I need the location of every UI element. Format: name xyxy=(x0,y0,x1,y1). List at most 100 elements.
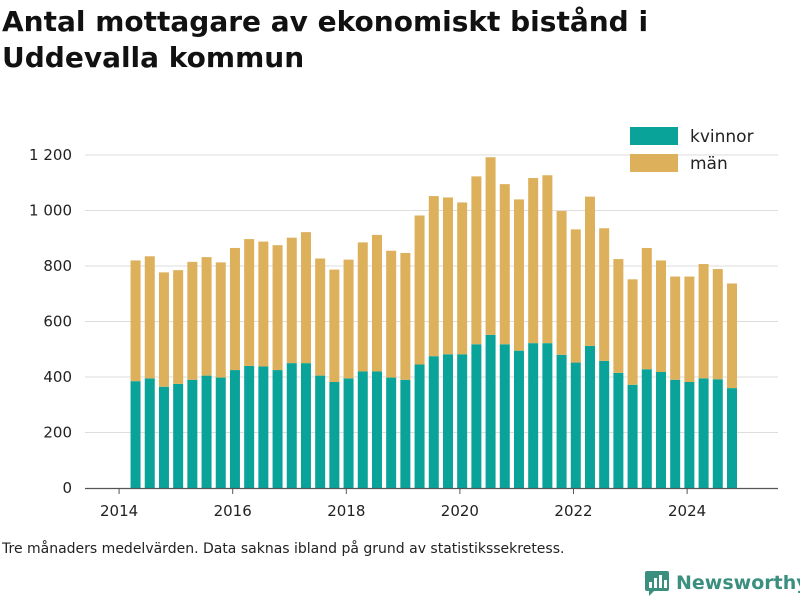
bar-kvinnor xyxy=(173,383,184,488)
bar-man xyxy=(144,256,155,379)
bar-kvinnor xyxy=(726,388,737,488)
newsworthy-logo-icon xyxy=(645,571,669,596)
bar-man xyxy=(386,250,397,378)
bar-man xyxy=(627,279,638,385)
bar-kvinnor xyxy=(613,372,624,488)
bar-kvinnor xyxy=(712,379,723,488)
bar-man xyxy=(371,234,382,372)
bar-kvinnor xyxy=(442,354,453,488)
x-tick-label: 2020 xyxy=(441,502,479,520)
bar-man xyxy=(428,196,439,357)
bar-kvinnor xyxy=(684,381,695,488)
bar-man xyxy=(471,176,482,345)
bar-kvinnor xyxy=(215,377,226,488)
bar-kvinnor xyxy=(229,370,240,488)
bar-kvinnor xyxy=(329,381,340,488)
bar-man xyxy=(343,259,354,379)
bar-man xyxy=(414,215,425,365)
bar-man xyxy=(400,252,411,380)
y-tick-label: 1 000 xyxy=(29,202,72,220)
bar-man xyxy=(726,283,737,389)
x-tick-label: 2022 xyxy=(554,502,592,520)
bar-kvinnor xyxy=(201,375,212,488)
legend-swatch xyxy=(630,154,678,172)
bar-kvinnor xyxy=(400,379,411,488)
bar-man xyxy=(130,260,141,382)
bar-kvinnor xyxy=(698,378,709,488)
bar-man xyxy=(442,197,453,355)
bar-kvinnor xyxy=(130,381,141,488)
x-tick-label: 2024 xyxy=(668,502,706,520)
bar-kvinnor xyxy=(258,366,269,488)
bar-kvinnor xyxy=(414,364,425,488)
bar-man xyxy=(499,184,510,345)
bar-man xyxy=(215,262,226,378)
bar-kvinnor xyxy=(542,343,553,488)
bar-kvinnor xyxy=(471,344,482,488)
bar-man xyxy=(513,199,524,351)
bar-kvinnor xyxy=(315,375,326,488)
bar-man xyxy=(584,196,595,346)
y-tick-label: 600 xyxy=(43,313,72,331)
bar-man xyxy=(698,264,709,379)
bar-man xyxy=(187,261,198,380)
y-tick-label: 1 200 xyxy=(29,146,72,164)
bar-kvinnor xyxy=(513,350,524,488)
bar-kvinnor xyxy=(457,354,468,488)
x-axis: 2014 2016 2018 2020 2022 2024 xyxy=(85,487,778,520)
bar-man xyxy=(655,260,666,373)
bar-kvinnor xyxy=(386,377,397,488)
bar-kvinnor xyxy=(286,363,297,488)
bar-kvinnor xyxy=(485,334,496,488)
x-tick-label: 2014 xyxy=(100,502,138,520)
bar-kvinnor xyxy=(428,356,439,488)
bar-kvinnor xyxy=(357,371,368,488)
bar-man xyxy=(158,272,169,387)
bar-man xyxy=(357,242,368,372)
bar-kvinnor xyxy=(584,345,595,488)
y-tick-label: 200 xyxy=(43,424,72,442)
bars xyxy=(130,157,737,488)
x-tick-label: 2016 xyxy=(214,502,252,520)
bar-man xyxy=(599,228,610,361)
legend-swatch xyxy=(630,127,678,145)
chart-title: Antal mottagare av ekonomiskt bistånd i … xyxy=(2,5,649,74)
bar-man xyxy=(542,175,553,344)
bar-kvinnor xyxy=(599,360,610,488)
bar-kvinnor xyxy=(627,384,638,488)
legend: kvinnor män xyxy=(630,127,754,174)
bar-kvinnor xyxy=(144,378,155,488)
bar-man xyxy=(300,232,311,364)
bar-kvinnor xyxy=(670,379,681,488)
bar-man xyxy=(272,245,283,371)
bar-kvinnor xyxy=(570,362,581,488)
bar-man xyxy=(712,269,723,380)
bar-man xyxy=(556,211,567,355)
y-tick-label: 0 xyxy=(62,479,72,497)
bar-man xyxy=(670,276,681,380)
footnote: Tre månaders medelvärden. Data saknas ib… xyxy=(2,541,565,557)
bar-man xyxy=(641,247,652,370)
y-axis: 0 200 400 600 800 1 000 1 200 xyxy=(29,146,72,497)
bar-man xyxy=(201,257,212,376)
bar-kvinnor xyxy=(187,379,198,488)
bar-man xyxy=(244,239,255,366)
brand-name: Newsworthy xyxy=(676,572,800,594)
brand: Newsworthy xyxy=(644,568,800,598)
bar-man xyxy=(315,258,326,376)
legend-label: män xyxy=(690,154,728,174)
bar-kvinnor xyxy=(499,344,510,488)
bar-man xyxy=(613,259,624,373)
bar-kvinnor xyxy=(371,371,382,488)
bar-kvinnor xyxy=(556,354,567,488)
bar-kvinnor xyxy=(528,343,539,488)
bar-man xyxy=(286,237,297,364)
bar-man xyxy=(329,269,340,382)
bar-kvinnor xyxy=(655,372,666,488)
x-tick-label: 2018 xyxy=(327,502,365,520)
bar-man xyxy=(485,157,496,335)
bar-man xyxy=(684,276,695,382)
bar-man xyxy=(173,270,184,384)
bar-kvinnor xyxy=(244,365,255,488)
